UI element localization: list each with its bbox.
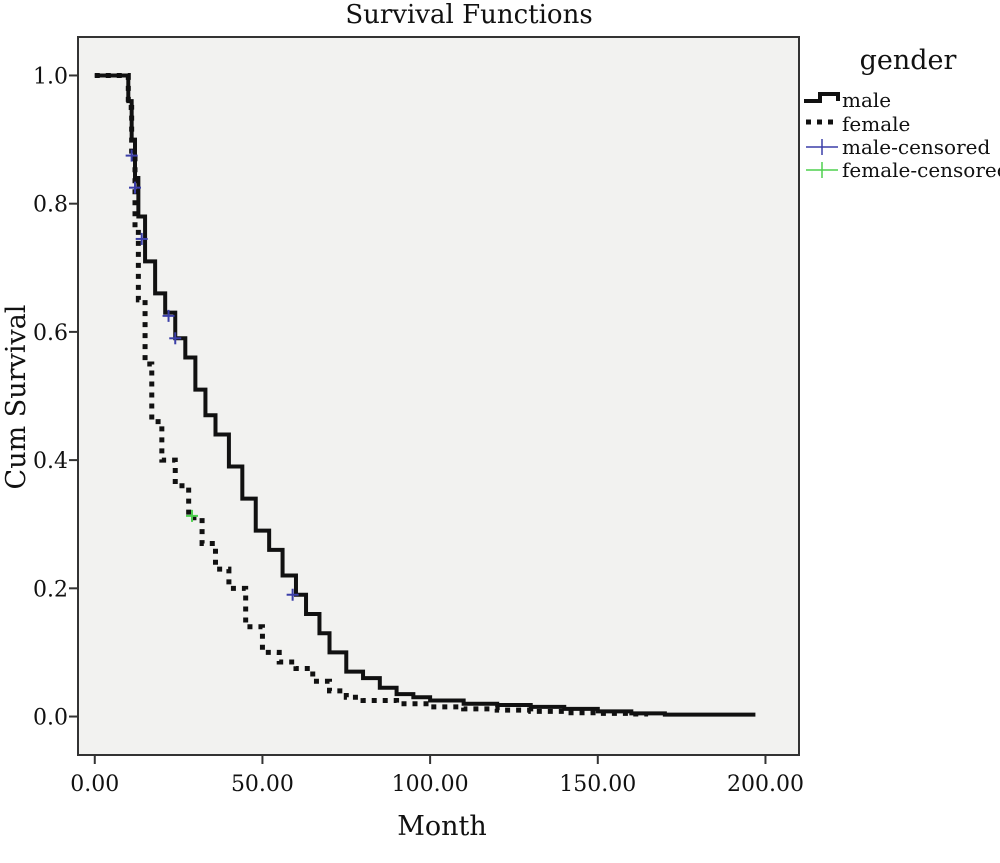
legend: gender male female male-censored female-… — [804, 45, 1000, 182]
male-survival-line — [94, 73, 756, 717]
y-axis: 0.0 0.2 0.4 0.6 0.8 1.0 — [33, 64, 78, 731]
x-tick-label: 50.00 — [231, 772, 294, 797]
chart-title: Survival Functions — [345, 0, 592, 30]
censor-layer — [125, 149, 299, 601]
y-tick-label: 0.8 — [33, 193, 68, 218]
male-censored-marker — [162, 309, 175, 322]
female-censored-marker — [186, 509, 199, 522]
x-axis: 0.00 50.00 100.00 150.00 200.00 — [70, 755, 804, 797]
legend-male-swatch — [804, 92, 840, 103]
male-censored-marker — [286, 588, 299, 601]
x-tick-label: 150.00 — [559, 772, 636, 797]
y-tick-label: 0.6 — [33, 321, 68, 346]
y-tick-label: 1.0 — [33, 64, 68, 89]
female-survival-line — [94, 72, 649, 717]
y-tick-label: 0.2 — [33, 577, 68, 602]
male-censored-marker — [129, 181, 142, 194]
male-censored-marker — [169, 332, 182, 345]
x-tick-label: 100.00 — [392, 772, 469, 797]
legend-male-label: male — [842, 88, 891, 112]
y-axis-title: Cum Survival — [1, 305, 32, 490]
plot-area — [77, 36, 800, 756]
y-tick-label: 0.0 — [33, 706, 68, 731]
legend-male-censored-swatch — [806, 139, 838, 155]
x-axis-title: Month — [397, 811, 487, 842]
male-censored-marker — [135, 232, 148, 245]
x-tick-label: 200.00 — [727, 772, 804, 797]
legend-female-censored-swatch — [806, 162, 838, 178]
legend-female-label: female — [842, 112, 910, 136]
x-tick-label: 0.00 — [70, 772, 119, 797]
legend-title: gender — [860, 45, 957, 76]
series-layer — [94, 72, 756, 717]
legend-male-censored-label: male-censored — [842, 135, 990, 159]
male-censored-marker — [125, 149, 138, 162]
legend-female-censored-label: female-censored — [842, 158, 1000, 182]
y-tick-label: 0.4 — [33, 449, 68, 474]
